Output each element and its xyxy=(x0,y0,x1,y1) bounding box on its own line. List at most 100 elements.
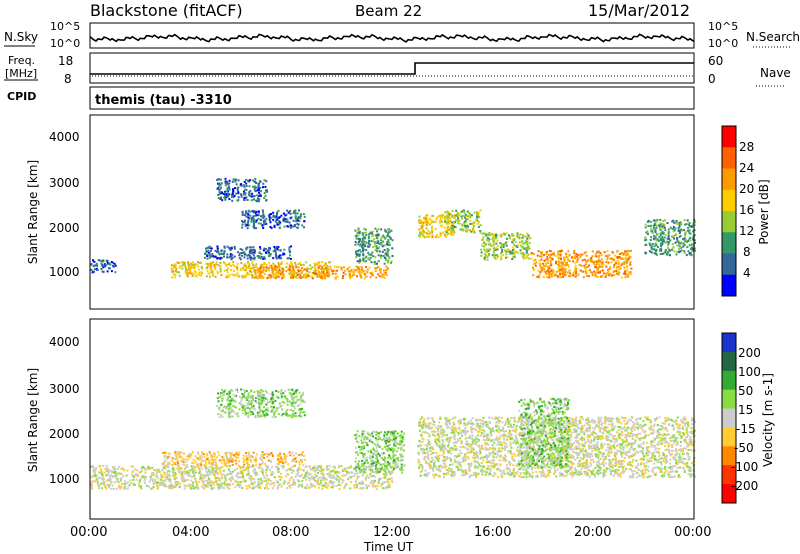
power-cell xyxy=(197,265,200,268)
velocity-cell xyxy=(259,465,262,468)
velocity-cell xyxy=(165,464,168,467)
power-cell xyxy=(519,233,522,236)
power-cell xyxy=(534,264,537,267)
power-cell xyxy=(484,233,487,236)
velocity-cell xyxy=(681,420,684,423)
velocity-cell xyxy=(503,430,506,433)
velocity-cell xyxy=(175,481,178,484)
power-cell xyxy=(376,267,378,270)
power-cell xyxy=(247,222,250,225)
velocity-cell xyxy=(208,469,211,472)
power-cell xyxy=(237,186,240,189)
velocity-cell xyxy=(189,454,192,457)
power-cell xyxy=(254,265,257,268)
power-cell xyxy=(276,265,279,268)
power-cell xyxy=(244,192,247,195)
velocity-cell xyxy=(258,466,261,469)
power-cell xyxy=(194,263,197,266)
velocity-cell xyxy=(295,460,298,463)
power-cell xyxy=(358,244,361,247)
power-cell xyxy=(280,257,283,260)
power-cell xyxy=(216,245,219,248)
velocity-cell xyxy=(246,466,249,469)
power-cell xyxy=(257,198,260,201)
velocity-cell xyxy=(140,466,143,469)
power-cell xyxy=(278,227,281,230)
power-cell xyxy=(661,235,664,238)
power-cell xyxy=(194,271,197,274)
power-cell xyxy=(496,248,499,251)
power-cell xyxy=(650,236,653,239)
power-cell xyxy=(560,250,563,253)
velocity-cell xyxy=(388,486,391,489)
velocity-cell xyxy=(184,466,187,469)
power-colorbar-swatch xyxy=(722,147,736,169)
power-cell xyxy=(282,270,285,272)
velocity-cell xyxy=(289,486,292,489)
power-cell xyxy=(302,274,305,277)
power-cell xyxy=(491,254,494,257)
power-cell xyxy=(253,225,256,228)
velocity-cell xyxy=(267,478,270,481)
power-cell xyxy=(687,226,690,229)
power-cell xyxy=(528,242,531,245)
power-cell xyxy=(678,251,681,254)
power-cell xyxy=(243,219,246,222)
velocity-cell xyxy=(201,459,204,462)
cpid-strip: themis (tau) -3310 xyxy=(89,86,695,110)
velocity-cell xyxy=(159,478,162,481)
power-cell xyxy=(489,232,492,235)
power-cell xyxy=(218,253,221,256)
power-cell xyxy=(236,251,239,254)
power-cell xyxy=(232,190,235,193)
power-cell xyxy=(581,253,584,256)
velocity-cell xyxy=(220,461,223,464)
velocity-cell xyxy=(386,481,389,484)
velocity-cell xyxy=(371,483,374,486)
velocity-cell xyxy=(269,393,272,396)
power-cell xyxy=(316,276,319,278)
velocity-cell xyxy=(292,483,294,486)
power-cell xyxy=(275,257,278,260)
power-cell xyxy=(424,218,427,221)
velocity-cell xyxy=(271,416,274,419)
power-cell xyxy=(662,227,665,230)
power-cell xyxy=(209,267,212,270)
power-cell xyxy=(348,266,351,269)
velocity-cell xyxy=(191,461,194,464)
velocity-cell xyxy=(311,483,314,486)
velocity-cell xyxy=(161,469,164,472)
velocity-cell xyxy=(216,484,219,487)
power-cell xyxy=(248,273,251,276)
power-cell xyxy=(483,248,486,251)
velocity-cell xyxy=(221,455,224,458)
velocity-cell xyxy=(102,464,105,467)
power-cell xyxy=(360,244,363,247)
velocity-cell xyxy=(188,475,191,477)
velocity-cell xyxy=(114,476,117,479)
power-cell xyxy=(365,255,368,258)
power-cell xyxy=(600,258,603,261)
power-cell xyxy=(236,262,239,265)
power-cell xyxy=(464,225,466,228)
power-cell xyxy=(388,257,391,260)
power-cell xyxy=(660,242,662,245)
velocity-cell xyxy=(234,468,236,471)
velocity-cell xyxy=(299,484,302,487)
power-cell xyxy=(356,242,359,245)
power-cell xyxy=(610,261,613,264)
velocity-cell xyxy=(332,477,335,479)
power-cell xyxy=(218,189,221,191)
power-cell xyxy=(452,225,455,228)
power-cell xyxy=(351,274,354,277)
velocity-cell xyxy=(92,466,95,469)
velocity-cell xyxy=(293,464,296,467)
velocity-cell xyxy=(234,400,237,403)
power-cell xyxy=(307,275,310,277)
velocity-cell xyxy=(256,401,259,404)
power-cell xyxy=(243,256,246,259)
velocity-cell xyxy=(259,415,262,418)
velocity-cell xyxy=(272,409,275,412)
power-cell xyxy=(494,254,497,257)
velocity-cell xyxy=(190,479,193,482)
